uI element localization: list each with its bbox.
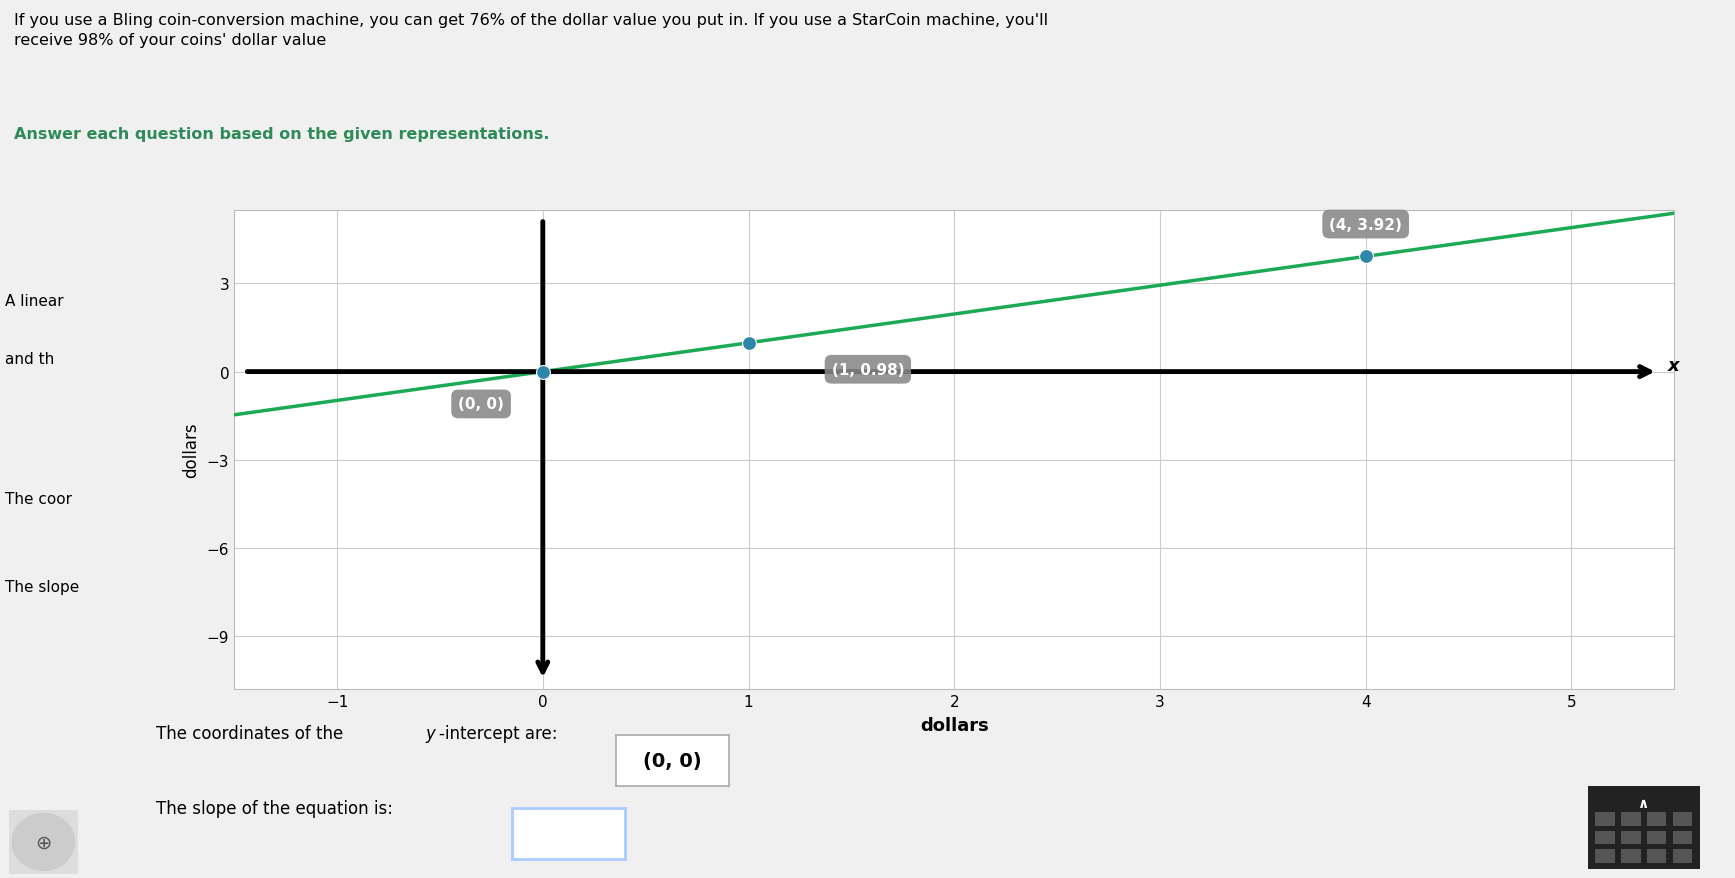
Text: A linear: A linear [5, 294, 64, 309]
Point [529, 365, 557, 379]
Text: The slope: The slope [5, 579, 80, 594]
Text: (1, 0.98): (1, 0.98) [831, 363, 904, 378]
FancyBboxPatch shape [1647, 831, 1666, 845]
Y-axis label: dollars: dollars [182, 422, 200, 478]
Text: -intercept are:: -intercept are: [439, 724, 557, 742]
Point [734, 336, 762, 350]
FancyBboxPatch shape [1673, 849, 1692, 862]
FancyBboxPatch shape [1647, 849, 1666, 862]
Text: (0, 0): (0, 0) [458, 397, 505, 412]
FancyBboxPatch shape [1596, 831, 1615, 845]
Text: If you use a Bling coin-conversion machine, you can get 76% of the dollar value : If you use a Bling coin-conversion machi… [14, 13, 1048, 48]
Text: (4, 3.92): (4, 3.92) [1329, 218, 1402, 233]
FancyBboxPatch shape [1596, 849, 1615, 862]
Text: ⊕: ⊕ [35, 832, 52, 852]
Text: Answer each question based on the given representations.: Answer each question based on the given … [14, 127, 550, 142]
Text: and th: and th [5, 351, 54, 366]
Text: The slope of the equation is:: The slope of the equation is: [156, 799, 394, 817]
FancyBboxPatch shape [1620, 831, 1641, 845]
Text: x: x [1667, 356, 1679, 375]
FancyBboxPatch shape [1673, 812, 1692, 826]
Text: The coordinates of the: The coordinates of the [156, 724, 349, 742]
Text: ∧: ∧ [1638, 795, 1650, 810]
Point [1352, 250, 1379, 264]
FancyBboxPatch shape [1596, 812, 1615, 826]
X-axis label: dollars: dollars [920, 716, 989, 734]
FancyBboxPatch shape [1673, 831, 1692, 845]
FancyBboxPatch shape [1620, 849, 1641, 862]
Circle shape [12, 814, 75, 870]
FancyBboxPatch shape [1620, 812, 1641, 826]
Text: (0, 0): (0, 0) [644, 751, 701, 770]
FancyBboxPatch shape [1647, 812, 1666, 826]
Text: y: y [425, 724, 435, 742]
Text: The coor: The coor [5, 492, 73, 507]
